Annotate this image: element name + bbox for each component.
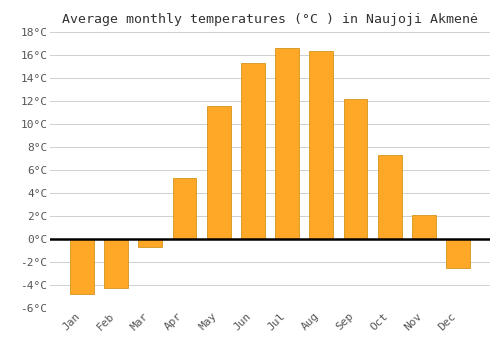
Bar <box>378 155 402 239</box>
Bar <box>172 178 197 239</box>
Bar <box>344 99 367 239</box>
Bar <box>275 48 299 239</box>
Title: Average monthly temperatures (°C ) in Naujoji Akmenė: Average monthly temperatures (°C ) in Na… <box>62 13 478 26</box>
Bar <box>207 106 231 239</box>
Bar <box>104 239 128 288</box>
Bar <box>138 239 162 247</box>
Bar <box>70 239 94 294</box>
Bar <box>446 239 470 268</box>
Bar <box>310 51 333 239</box>
Bar <box>241 63 265 239</box>
Bar <box>412 215 436 239</box>
